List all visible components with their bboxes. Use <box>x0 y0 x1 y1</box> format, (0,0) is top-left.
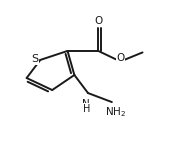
Text: S: S <box>32 54 39 64</box>
Text: O: O <box>94 16 102 26</box>
Text: H: H <box>83 104 90 114</box>
Text: N: N <box>82 99 90 109</box>
Text: O: O <box>116 54 124 63</box>
Text: NH$_2$: NH$_2$ <box>105 105 126 119</box>
